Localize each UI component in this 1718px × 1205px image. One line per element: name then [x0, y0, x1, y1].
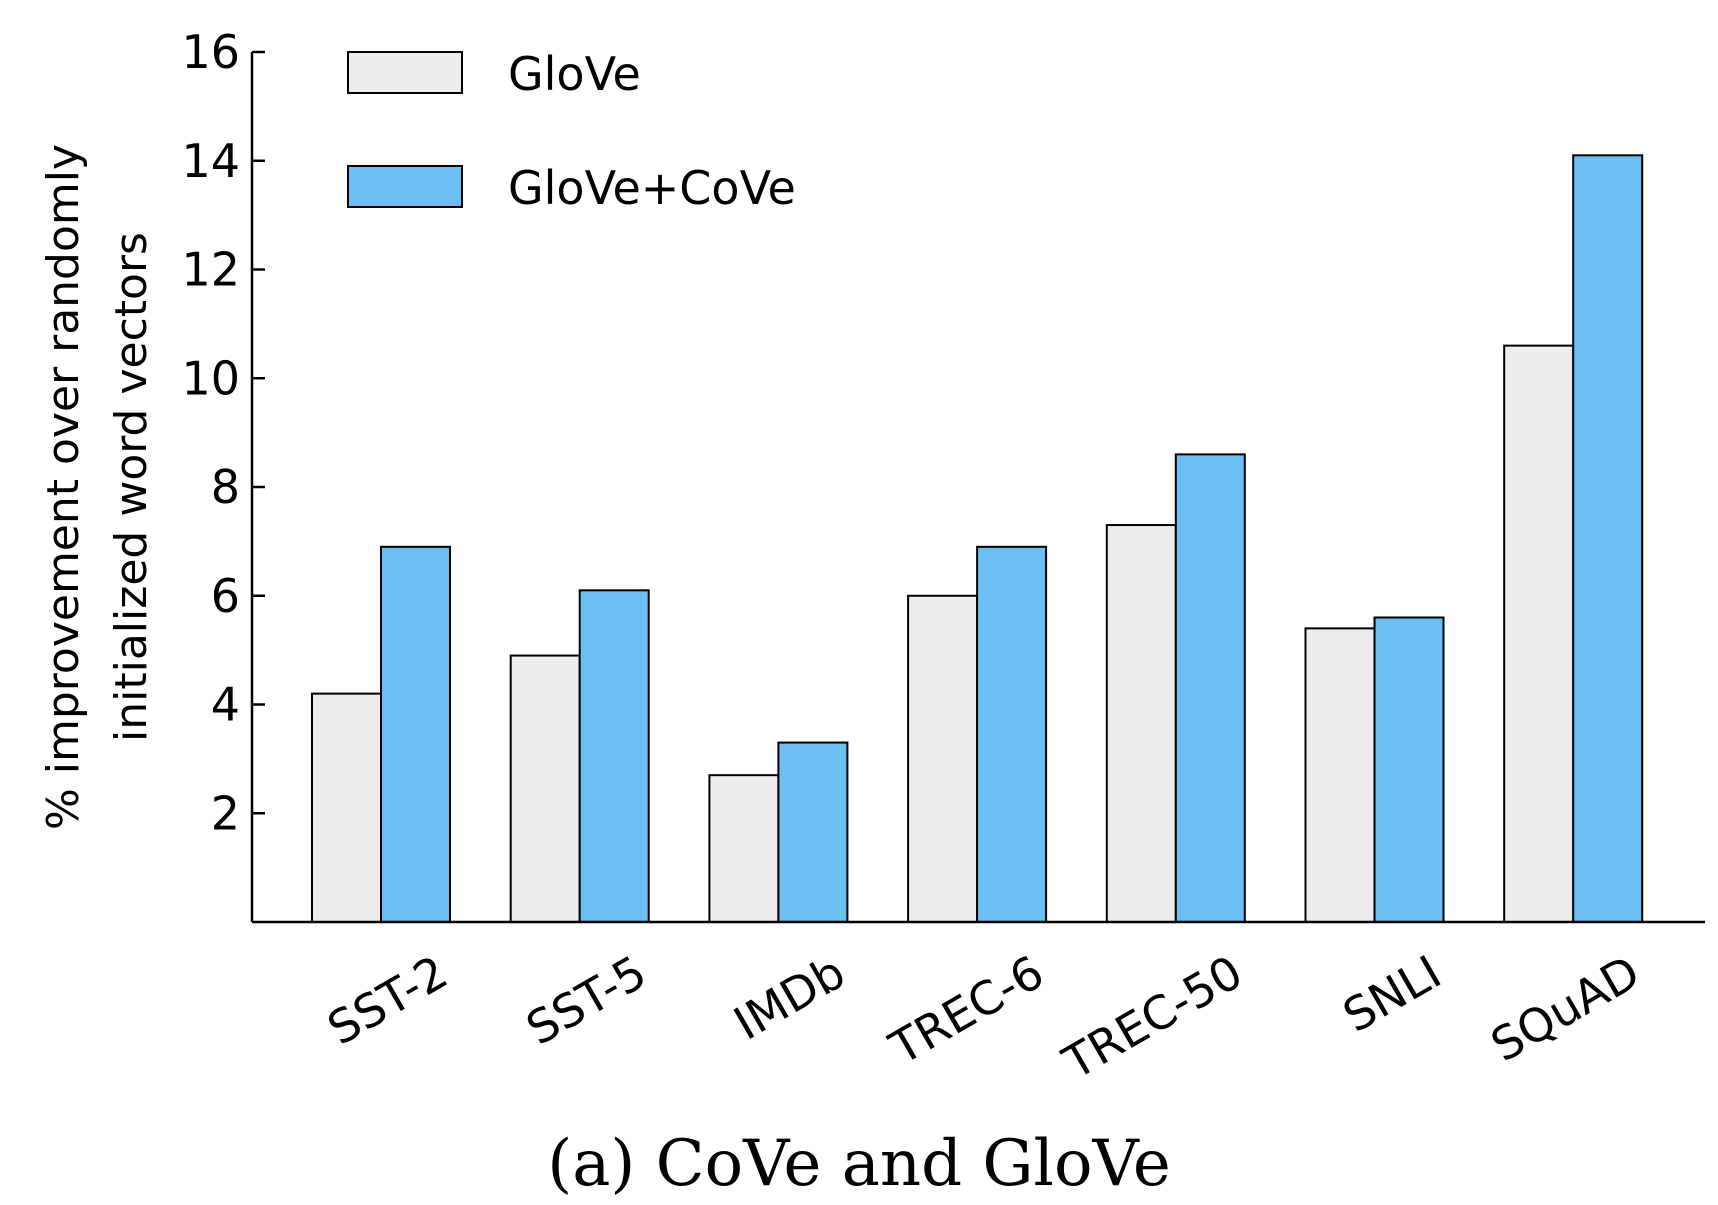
legend-swatch-glove-cove: [347, 165, 463, 208]
bar-glove-imdb: [708, 774, 780, 923]
legend-label-glove: GloVe: [508, 47, 641, 101]
bar-glove-cove-imdb: [777, 741, 849, 923]
bar-glove-cove-sst-5: [578, 589, 650, 923]
bar-glove-sst-5: [509, 654, 581, 923]
bar-glove-squad: [1503, 344, 1575, 923]
y-ticks: 2 4 6 8 10 12 14 16: [181, 25, 265, 840]
x-tick-label-sst-5: SST-5: [517, 945, 655, 1056]
bar-glove-snli: [1304, 627, 1376, 923]
y-tick-label: 2: [211, 786, 240, 840]
y-axis-title: % improvement over randomly initialized …: [38, 144, 157, 830]
x-tick-label-imdb: IMDb: [725, 945, 854, 1051]
y-tick-label: 6: [211, 569, 240, 623]
x-tick-label-snli: SNLI: [1334, 945, 1450, 1043]
y-tick-label: 4: [211, 678, 240, 732]
bar-glove-sst-2: [311, 692, 382, 923]
y-tick-label: 10: [181, 351, 240, 405]
bar-glove-cove-squad: [1572, 154, 1644, 923]
bar-glove-cove-trec-6: [976, 545, 1048, 923]
bar-glove-cove-snli: [1373, 616, 1445, 923]
bar-glove-cove-trec-50: [1174, 453, 1246, 923]
y-tick-label: 12: [181, 243, 240, 297]
x-tick-labels: SST-2 SST-5 IMDb TREC-6 TREC-50 SNLI SQuAD: [319, 945, 1649, 1090]
x-tick-label-sst-2: SST-2: [319, 945, 457, 1056]
y-tick-label: 14: [181, 134, 240, 188]
y-axis-title-line-2: initialized word vectors: [106, 232, 157, 742]
bar-glove-trec-6: [907, 594, 979, 923]
y-tick-label: 8: [211, 460, 240, 514]
y-tick-label: 16: [181, 25, 240, 79]
x-tick-label-trec-6: TREC-6: [880, 945, 1053, 1076]
x-tick-label-trec-50: TREC-50: [1053, 945, 1251, 1090]
legend-label-glove-cove: GloVe+CoVe: [508, 161, 796, 215]
x-tick-label-squad: SQuAD: [1482, 945, 1649, 1072]
legend: GloVe GloVe+CoVe: [347, 47, 796, 215]
bars-layer: [311, 154, 1644, 923]
figure-caption: (a) CoVe and GloVe: [547, 1127, 1171, 1201]
bar-glove-trec-50: [1105, 524, 1177, 923]
legend-swatch-glove: [347, 51, 463, 94]
y-axis-title-line-1: % improvement over randomly: [38, 144, 89, 830]
bar-glove-cove-sst-2: [380, 545, 451, 923]
